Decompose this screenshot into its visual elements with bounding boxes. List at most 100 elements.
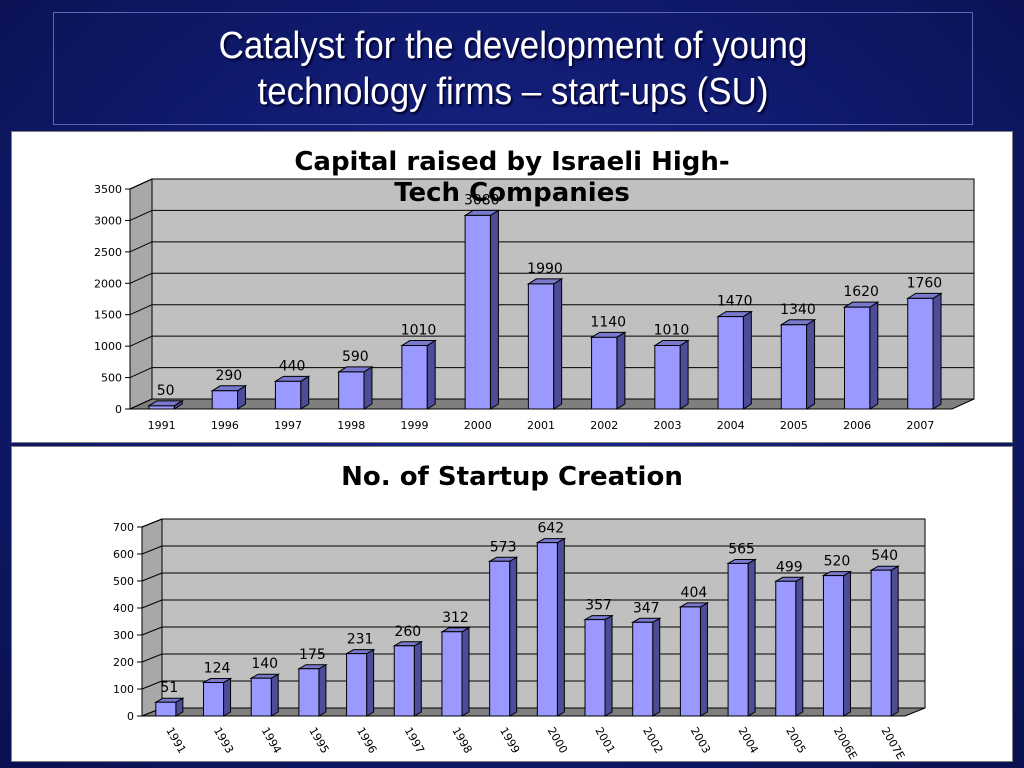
data-label: 642	[537, 521, 564, 537]
bar-side-2000	[489, 209, 499, 410]
bar-side-1999	[426, 339, 436, 410]
x-tick-label: 1998	[337, 419, 365, 432]
x-tick-label: 2006E	[831, 725, 860, 762]
bar-2004	[717, 316, 744, 410]
data-label: 499	[776, 559, 803, 575]
x-tick-label: 2006	[843, 419, 871, 432]
data-label: 175	[299, 647, 326, 663]
plot-side-wall	[129, 178, 153, 410]
data-label: 347	[633, 600, 660, 616]
bar-1999	[489, 560, 511, 717]
data-label: 290	[215, 368, 242, 384]
gridline-side	[141, 599, 163, 609]
data-label: 590	[342, 349, 369, 365]
bar-side-2001	[553, 278, 563, 410]
x-tick-label: 2001	[592, 725, 617, 756]
bar-1991	[155, 701, 177, 717]
bar-2006	[844, 306, 871, 410]
bar-side-1998	[461, 626, 470, 717]
bar-side-1996	[366, 648, 375, 717]
startup-creation-chart-panel: 0 100 200 300 400 500 600 700 51 1991 124 1993 140 19…	[11, 446, 1013, 762]
x-tick-label: 2003	[653, 419, 681, 432]
y-tick-label: 400	[113, 602, 134, 615]
bar-side-2007E	[890, 565, 899, 717]
y-tick-label: 0	[127, 710, 134, 723]
bar-2006E	[822, 575, 844, 717]
data-label: 1010	[654, 323, 690, 339]
data-label: 140	[251, 656, 278, 672]
x-tick-label: 2000	[545, 725, 570, 756]
x-tick-label: 2002	[590, 419, 618, 432]
x-tick-label: 2005	[783, 725, 808, 756]
data-label: 51	[160, 680, 178, 696]
gridline-side	[141, 653, 163, 663]
data-label: 1990	[527, 261, 563, 277]
data-label: 124	[204, 661, 231, 677]
data-label: 1140	[590, 314, 626, 330]
bar-side-1997	[300, 375, 310, 410]
x-tick-label: 2004	[717, 419, 745, 432]
bar-2007E	[870, 569, 892, 717]
data-label: 565	[728, 541, 755, 557]
chart-title: Tech Companies	[394, 178, 630, 208]
y-tick-label: 100	[113, 683, 134, 696]
bar-2002	[591, 336, 618, 410]
y-tick-label: 600	[113, 548, 134, 561]
capital-raised-chart: 0 500 1000 1500 2000 2500 3000 3500 50 1991 290 199…	[94, 147, 975, 432]
bar-2000	[464, 214, 491, 410]
gridline-side	[129, 367, 153, 379]
y-tick-label: 500	[101, 372, 122, 385]
data-label: 404	[681, 585, 708, 601]
bar-side-1999	[509, 556, 518, 717]
data-label: 1340	[780, 302, 816, 318]
data-label: 260	[394, 624, 421, 640]
data-label: 573	[490, 539, 517, 555]
bar-side-2002	[616, 331, 626, 410]
y-tick-label: 3000	[94, 214, 122, 227]
data-label: 520	[824, 554, 851, 570]
x-tick-label: 1999	[497, 725, 522, 756]
x-tick-label: 2005	[780, 419, 808, 432]
bar-2007	[907, 297, 934, 410]
data-label: 3080	[464, 192, 500, 208]
data-label: 1620	[843, 284, 879, 300]
bar-1991	[148, 405, 175, 410]
bar-1996	[346, 653, 368, 717]
y-tick-label: 2000	[94, 277, 122, 290]
y-tick-label: 500	[113, 575, 134, 588]
bar-side-1998	[363, 366, 373, 410]
bar-side-2003	[699, 602, 708, 717]
x-tick-label: 2007E	[879, 725, 908, 762]
x-tick-label: 2003	[688, 725, 713, 756]
gridline-side	[141, 545, 163, 555]
bar-2005	[780, 324, 808, 410]
bar-2005	[775, 580, 797, 717]
bar-side-1995	[318, 663, 327, 717]
gridline-side	[129, 272, 153, 284]
bar-side-2003	[679, 339, 689, 410]
x-tick-label: 1999	[401, 419, 429, 432]
y-tick-label: 1000	[94, 340, 122, 353]
bar-side-2001	[604, 614, 613, 717]
x-tick-label: 1998	[449, 725, 474, 756]
gridline-side	[129, 335, 153, 347]
x-tick-label: 2004	[735, 725, 760, 756]
bar-1993	[203, 682, 225, 717]
x-tick-label: 1997	[274, 419, 302, 432]
gridline-side	[141, 626, 163, 636]
gridline-side	[141, 680, 163, 690]
bar-1999	[401, 345, 428, 410]
y-tick-label: 700	[113, 521, 134, 534]
y-tick-label: 0	[115, 403, 122, 416]
bar-side-2004	[742, 310, 752, 410]
gridline-side	[129, 304, 153, 316]
x-tick-label: 2001	[527, 419, 555, 432]
bar-side-2005	[795, 576, 804, 717]
chart-title: Capital raised by Israeli High-	[294, 147, 729, 177]
data-label: 50	[157, 383, 175, 399]
x-tick-label: 2007	[906, 419, 934, 432]
plot-side-wall	[141, 518, 163, 717]
data-label: 1760	[907, 275, 943, 291]
startup-creation-chart: 0 100 200 300 400 500 600 700 51 1991 124 1993 140 19…	[113, 462, 926, 762]
bar-side-2005	[806, 318, 816, 410]
